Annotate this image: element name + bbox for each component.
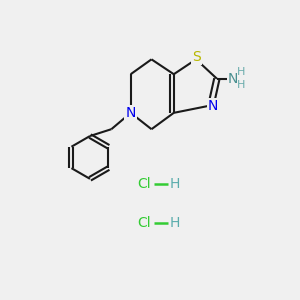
Text: N: N bbox=[208, 99, 218, 113]
Text: H: H bbox=[236, 67, 245, 77]
Text: S: S bbox=[192, 50, 200, 64]
Text: H: H bbox=[170, 216, 181, 230]
Text: Cl: Cl bbox=[137, 177, 151, 191]
Text: Cl: Cl bbox=[137, 216, 151, 230]
Text: N: N bbox=[125, 106, 136, 120]
Text: H: H bbox=[170, 177, 181, 191]
Text: H: H bbox=[236, 80, 245, 90]
Text: N: N bbox=[228, 72, 238, 86]
